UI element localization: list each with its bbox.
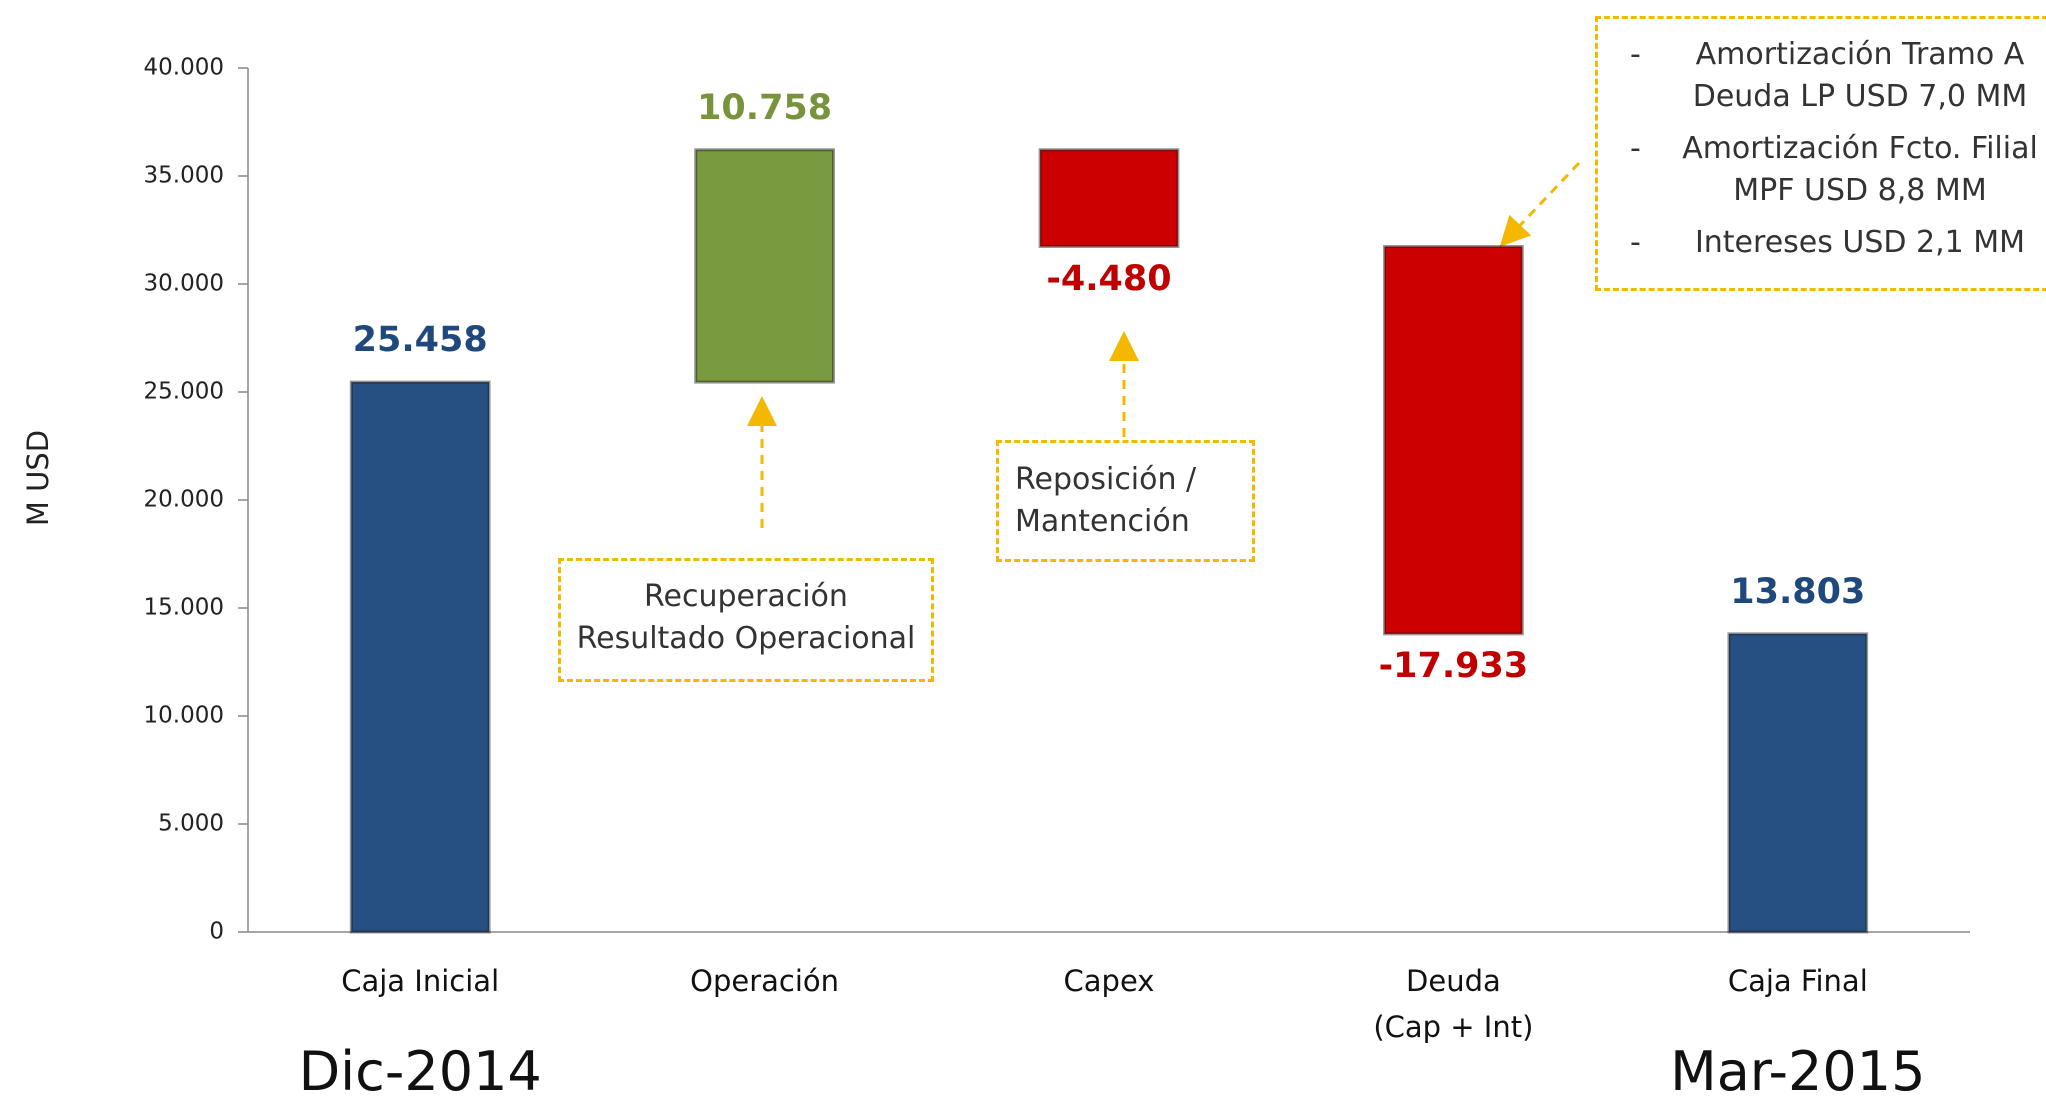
y-tick-label: 30.000 <box>144 271 224 297</box>
bullet-dash: - <box>1630 37 1641 72</box>
annotation-box <box>1595 16 2046 291</box>
annotation-line: Amortización Tramo A <box>1695 37 2025 72</box>
annotation-line: MPF USD 8,8 MM <box>1733 173 1987 208</box>
bar <box>1038 148 1180 249</box>
annotation: Recuperación Resultado Operacional <box>558 576 934 660</box>
y-tick-label: 15.000 <box>144 595 224 621</box>
x-tick-label: Caja Inicial <box>341 964 500 998</box>
annotation-box <box>996 440 1255 562</box>
annotation-line: Mantención <box>1015 504 1190 539</box>
annotation-box <box>558 558 934 682</box>
bullet-dash: - <box>1630 225 1641 260</box>
value-label: 13.803 <box>1730 571 1866 612</box>
annotation-line: Recuperación <box>644 579 848 614</box>
annotation-line: Resultado Operacional <box>576 621 916 656</box>
bullet-text: Amortización Fcto. Filial MPF USD 8,8 MM <box>1680 128 2040 212</box>
y-axis-label: M USD <box>21 430 55 526</box>
y-tick-label: 20.000 <box>144 487 224 513</box>
x-tick-label: Deuda (Cap + Int) <box>1373 964 1534 1044</box>
annotation-line: Deuda LP USD 7,0 MM <box>1692 79 2028 114</box>
bar <box>694 148 835 384</box>
annotation: Reposición / Mantención <box>1015 459 1196 543</box>
x-tick-label: Operación <box>690 964 840 998</box>
value-label: -17.933 <box>1378 645 1529 686</box>
value-label: 25.458 <box>352 320 488 361</box>
bullet-item: - Amortización Tramo A Deuda LP USD 7,0 MM <box>1630 34 2040 118</box>
y-tick-label: 0 <box>209 919 224 945</box>
y-tick-label: 5.000 <box>158 811 224 837</box>
period-label: Mar-2015 <box>1670 1040 1926 1103</box>
y-tick-label: 10.000 <box>144 703 224 729</box>
bullet-item: - Amortización Fcto. Filial MPF USD 8,8 MM <box>1630 128 2040 212</box>
value-label: -4.480 <box>1046 258 1172 299</box>
value-label: 10.758 <box>697 87 833 128</box>
bullet-dash: - <box>1630 131 1641 166</box>
annotation: - Amortización Tramo A Deuda LP USD 7,0 MM… <box>1630 34 2040 274</box>
period-label: Dic-2014 <box>298 1040 542 1103</box>
bar <box>1727 632 1869 934</box>
bullet-item: - Intereses USD 2,1 MM <box>1630 222 2040 264</box>
bar <box>349 380 491 934</box>
x-tick-label: Capex <box>1063 964 1155 998</box>
y-tick-label: 35.000 <box>144 163 224 189</box>
annotation-line: Amortización Fcto. Filial <box>1682 131 2038 166</box>
x-tick-label: Caja Final <box>1727 964 1868 998</box>
y-tick-label: 40.000 <box>144 55 224 81</box>
arrow <box>1499 161 1581 247</box>
bullet-text: Amortización Tramo A Deuda LP USD 7,0 MM <box>1680 34 2040 118</box>
annotation-line: Reposición / <box>1015 462 1197 497</box>
bar <box>1383 245 1524 636</box>
annotation-line: Intereses USD 2,1 MM <box>1694 225 2026 260</box>
bullet-text: Intereses USD 2,1 MM <box>1680 222 2040 264</box>
y-tick-label: 25.000 <box>144 379 224 405</box>
